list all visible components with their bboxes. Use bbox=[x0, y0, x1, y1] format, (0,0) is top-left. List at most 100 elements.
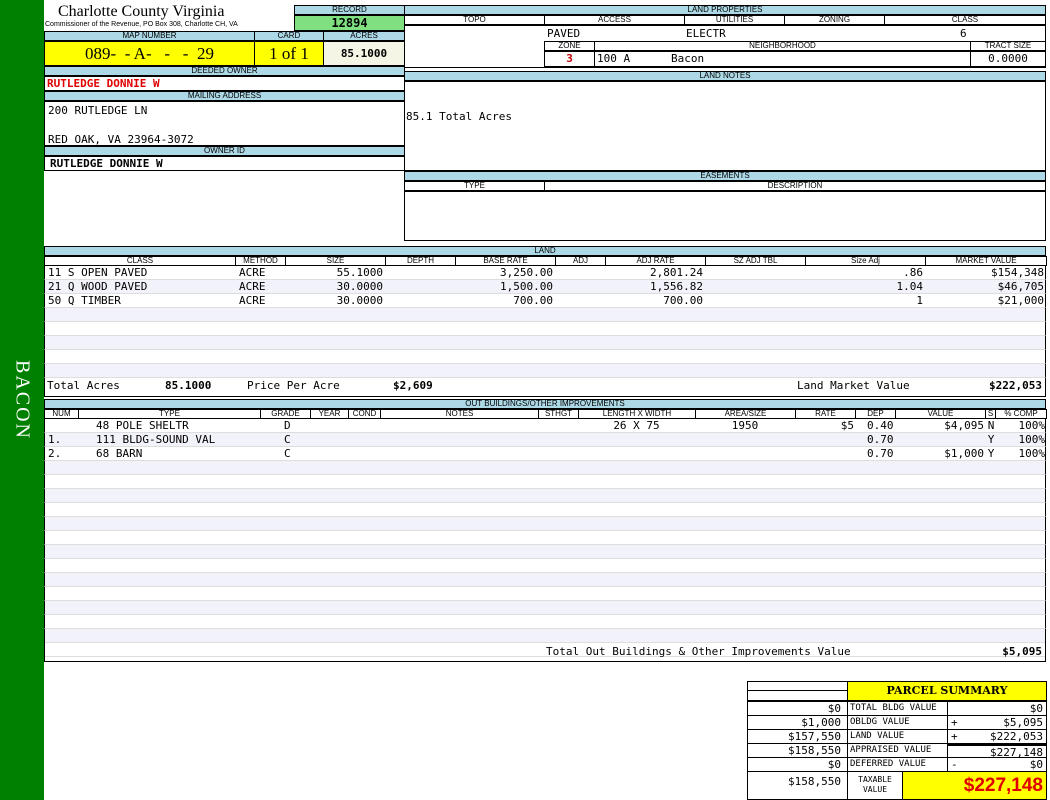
outbuilding-cell-comp: 100% bbox=[1018, 433, 1046, 446]
tract-size-value: 0.0000 bbox=[970, 51, 1046, 67]
summary-prior-value: $158,550 bbox=[788, 744, 841, 757]
outbuilding-cell-comp: 100% bbox=[1018, 419, 1046, 432]
outbuilding-col-year: YEAR bbox=[310, 409, 349, 419]
summary-operator: - bbox=[951, 758, 958, 771]
total-acres: 85.1000 bbox=[165, 379, 212, 392]
address-line-2: RED OAK, VA 23964-3072 bbox=[48, 133, 194, 146]
outbuilding-row bbox=[44, 573, 1046, 587]
neighborhood-label: NEIGHBORHOOD bbox=[594, 41, 971, 51]
summary-label: TOTAL BLDG VALUE bbox=[847, 701, 948, 716]
land-cell-market-value: $21,000 bbox=[997, 294, 1044, 307]
summary-prior-box: $1,000 bbox=[747, 715, 848, 730]
price-per-acre-label: Price Per Acre bbox=[247, 379, 340, 392]
map-number-label: MAP NUMBER bbox=[44, 31, 255, 41]
outbuilding-row: 48 POLE SHELTR D 26 X 75 1950 $5 0.40 $4,095 N 1… bbox=[44, 419, 1046, 433]
easement-description-label: DESCRIPTION bbox=[544, 181, 1046, 191]
neighborhood-code: 100 A bbox=[597, 52, 631, 65]
outbuilding-cell-dep: 0.70 bbox=[867, 433, 894, 446]
outbuilding-col-num: NUM bbox=[44, 409, 79, 419]
summary-prior-value: $1,000 bbox=[801, 716, 841, 729]
summary-operator: + bbox=[951, 730, 958, 743]
land-row bbox=[44, 336, 1046, 350]
summary-value: $0 bbox=[1029, 758, 1043, 771]
taxable-prior-box: $158,550 bbox=[747, 771, 848, 800]
mailing-address: 200 RUTLEDGE LN RED OAK, VA 23964-3072 bbox=[44, 101, 405, 146]
parcel-summary-title: PARCEL SUMMARY bbox=[847, 681, 1047, 701]
outbuilding-cell-rate: $5 bbox=[840, 419, 854, 432]
land-cell-market-value: $154,348 bbox=[991, 266, 1044, 279]
card-number: 1 of 1 bbox=[254, 41, 324, 66]
summary-value-box: + $222,053 bbox=[947, 729, 1047, 744]
land-cell-base-rate: 3,250.00 bbox=[500, 266, 553, 279]
land-totals: Total Acres 85.1000 Price Per Acre $2,60… bbox=[44, 378, 1046, 397]
land-notes-box: 85.1 Total Acres bbox=[404, 81, 1046, 171]
outbuilding-row bbox=[44, 517, 1046, 531]
outbuilding-row bbox=[44, 503, 1046, 517]
outbuilding-col-rate: RATE bbox=[795, 409, 856, 419]
outbuilding-cell-dep: 0.40 bbox=[867, 419, 894, 432]
land-cell-method: ACRE bbox=[239, 280, 266, 293]
land-cell-base-rate: 1,500.00 bbox=[500, 280, 553, 293]
deeded-owner: RUTLEDGE DONNIE W bbox=[44, 76, 405, 91]
taxable-value-label: TAXABLE VALUE bbox=[847, 771, 903, 800]
deeded-owner-label: DEEDED OWNER bbox=[44, 66, 405, 76]
land-notes-text: 85.1 Total Acres bbox=[406, 110, 512, 123]
summary-value: $227,148 bbox=[990, 746, 1043, 759]
summary-value-box: + $5,095 bbox=[947, 715, 1047, 730]
tract-size-label: TRACT SIZE bbox=[970, 41, 1046, 51]
class-label: CLASS bbox=[884, 15, 1046, 25]
land-cell-size-adj: .86 bbox=[903, 266, 923, 279]
summary-value: $222,053 bbox=[990, 730, 1043, 743]
land-cell-size: 30.0000 bbox=[336, 294, 383, 307]
land-cell-size: 55.1000 bbox=[336, 266, 383, 279]
neighborhood-name: Bacon bbox=[671, 52, 705, 65]
land-row bbox=[44, 364, 1046, 378]
outbuilding-col-dep: DEP bbox=[855, 409, 896, 419]
land-cell-size: 30.0000 bbox=[336, 280, 383, 293]
land-row bbox=[44, 308, 1046, 322]
summary-operator: + bbox=[951, 716, 958, 729]
owner-id: RUTLEDGE DONNIE W bbox=[44, 156, 405, 171]
outbuildings-total: Total Out Buildings & Other Improvements… bbox=[44, 642, 1046, 662]
taxable-value: $227,148 bbox=[902, 771, 1047, 800]
utilities-value: ELECTR bbox=[686, 27, 726, 40]
land-cell-class: 11 S OPEN PAVED bbox=[48, 266, 148, 279]
county-subtitle: Commissioner of the Revenue, PO Box 308,… bbox=[45, 21, 238, 28]
card-label: CARD bbox=[254, 31, 324, 41]
outbuilding-cell-type: 68 BARN bbox=[96, 447, 143, 460]
outbuilding-cell-value: $1,000 bbox=[944, 447, 984, 460]
outbuilding-row: 1. 111 BLDG-SOUND VAL C 0.70 Y 100% bbox=[44, 433, 1046, 447]
acres-label: ACRES bbox=[323, 31, 405, 41]
summary-prior-box: $158,550 bbox=[747, 743, 848, 758]
land-row bbox=[44, 322, 1046, 336]
address-line-1: 200 RUTLEDGE LN bbox=[48, 104, 148, 117]
outbuilding-row bbox=[44, 545, 1046, 559]
record-number: 12894 bbox=[294, 15, 405, 31]
easements-box bbox=[404, 191, 1046, 241]
outbuilding-col-area-size: AREA/SIZE bbox=[695, 409, 796, 419]
summary-value-box: $0 bbox=[947, 701, 1047, 716]
neighborhood-box: 100 A Bacon bbox=[594, 51, 971, 67]
summary-prior-box: $0 bbox=[747, 757, 848, 772]
land-cell-adj-rate: 2,801.24 bbox=[650, 266, 703, 279]
land-col-class: CLASS bbox=[44, 256, 236, 266]
land-row: 11 S OPEN PAVED ACRE 55.1000 3,250.00 2,801.… bbox=[44, 266, 1046, 280]
outbuilding-cell-s: N bbox=[987, 419, 995, 432]
outbuildings-section-label: OUT BUILDINGS/OTHER IMPROVEMENTS bbox=[44, 399, 1046, 409]
class-value: 6 bbox=[960, 27, 967, 40]
summary-label: OBLDG VALUE bbox=[847, 715, 948, 730]
zone-label: ZONE bbox=[544, 41, 595, 51]
outbuilding-cell-length-x-width: 26 X 75 bbox=[613, 419, 660, 432]
outbuildings-total-value: $5,095 bbox=[1002, 645, 1042, 658]
land-market-value: $222,053 bbox=[989, 379, 1042, 392]
land-cell-class: 50 Q TIMBER bbox=[48, 294, 121, 307]
outbuilding-col-sthgt: STHGT bbox=[538, 409, 579, 419]
outbuilding-row bbox=[44, 601, 1046, 615]
outbuilding-row: 2. 68 BARN C 0.70 $1,000 Y 100% bbox=[44, 447, 1046, 461]
land-col-sz-adj-tbl: SZ ADJ TBL bbox=[705, 256, 806, 266]
land-cell-base-rate: 700.00 bbox=[513, 294, 553, 307]
land-cell-method: ACRE bbox=[239, 294, 266, 307]
land-col-depth: DEPTH bbox=[385, 256, 456, 266]
summary-value: $5,095 bbox=[1003, 716, 1043, 729]
county-title: Charlotte County Virginia bbox=[58, 3, 225, 20]
